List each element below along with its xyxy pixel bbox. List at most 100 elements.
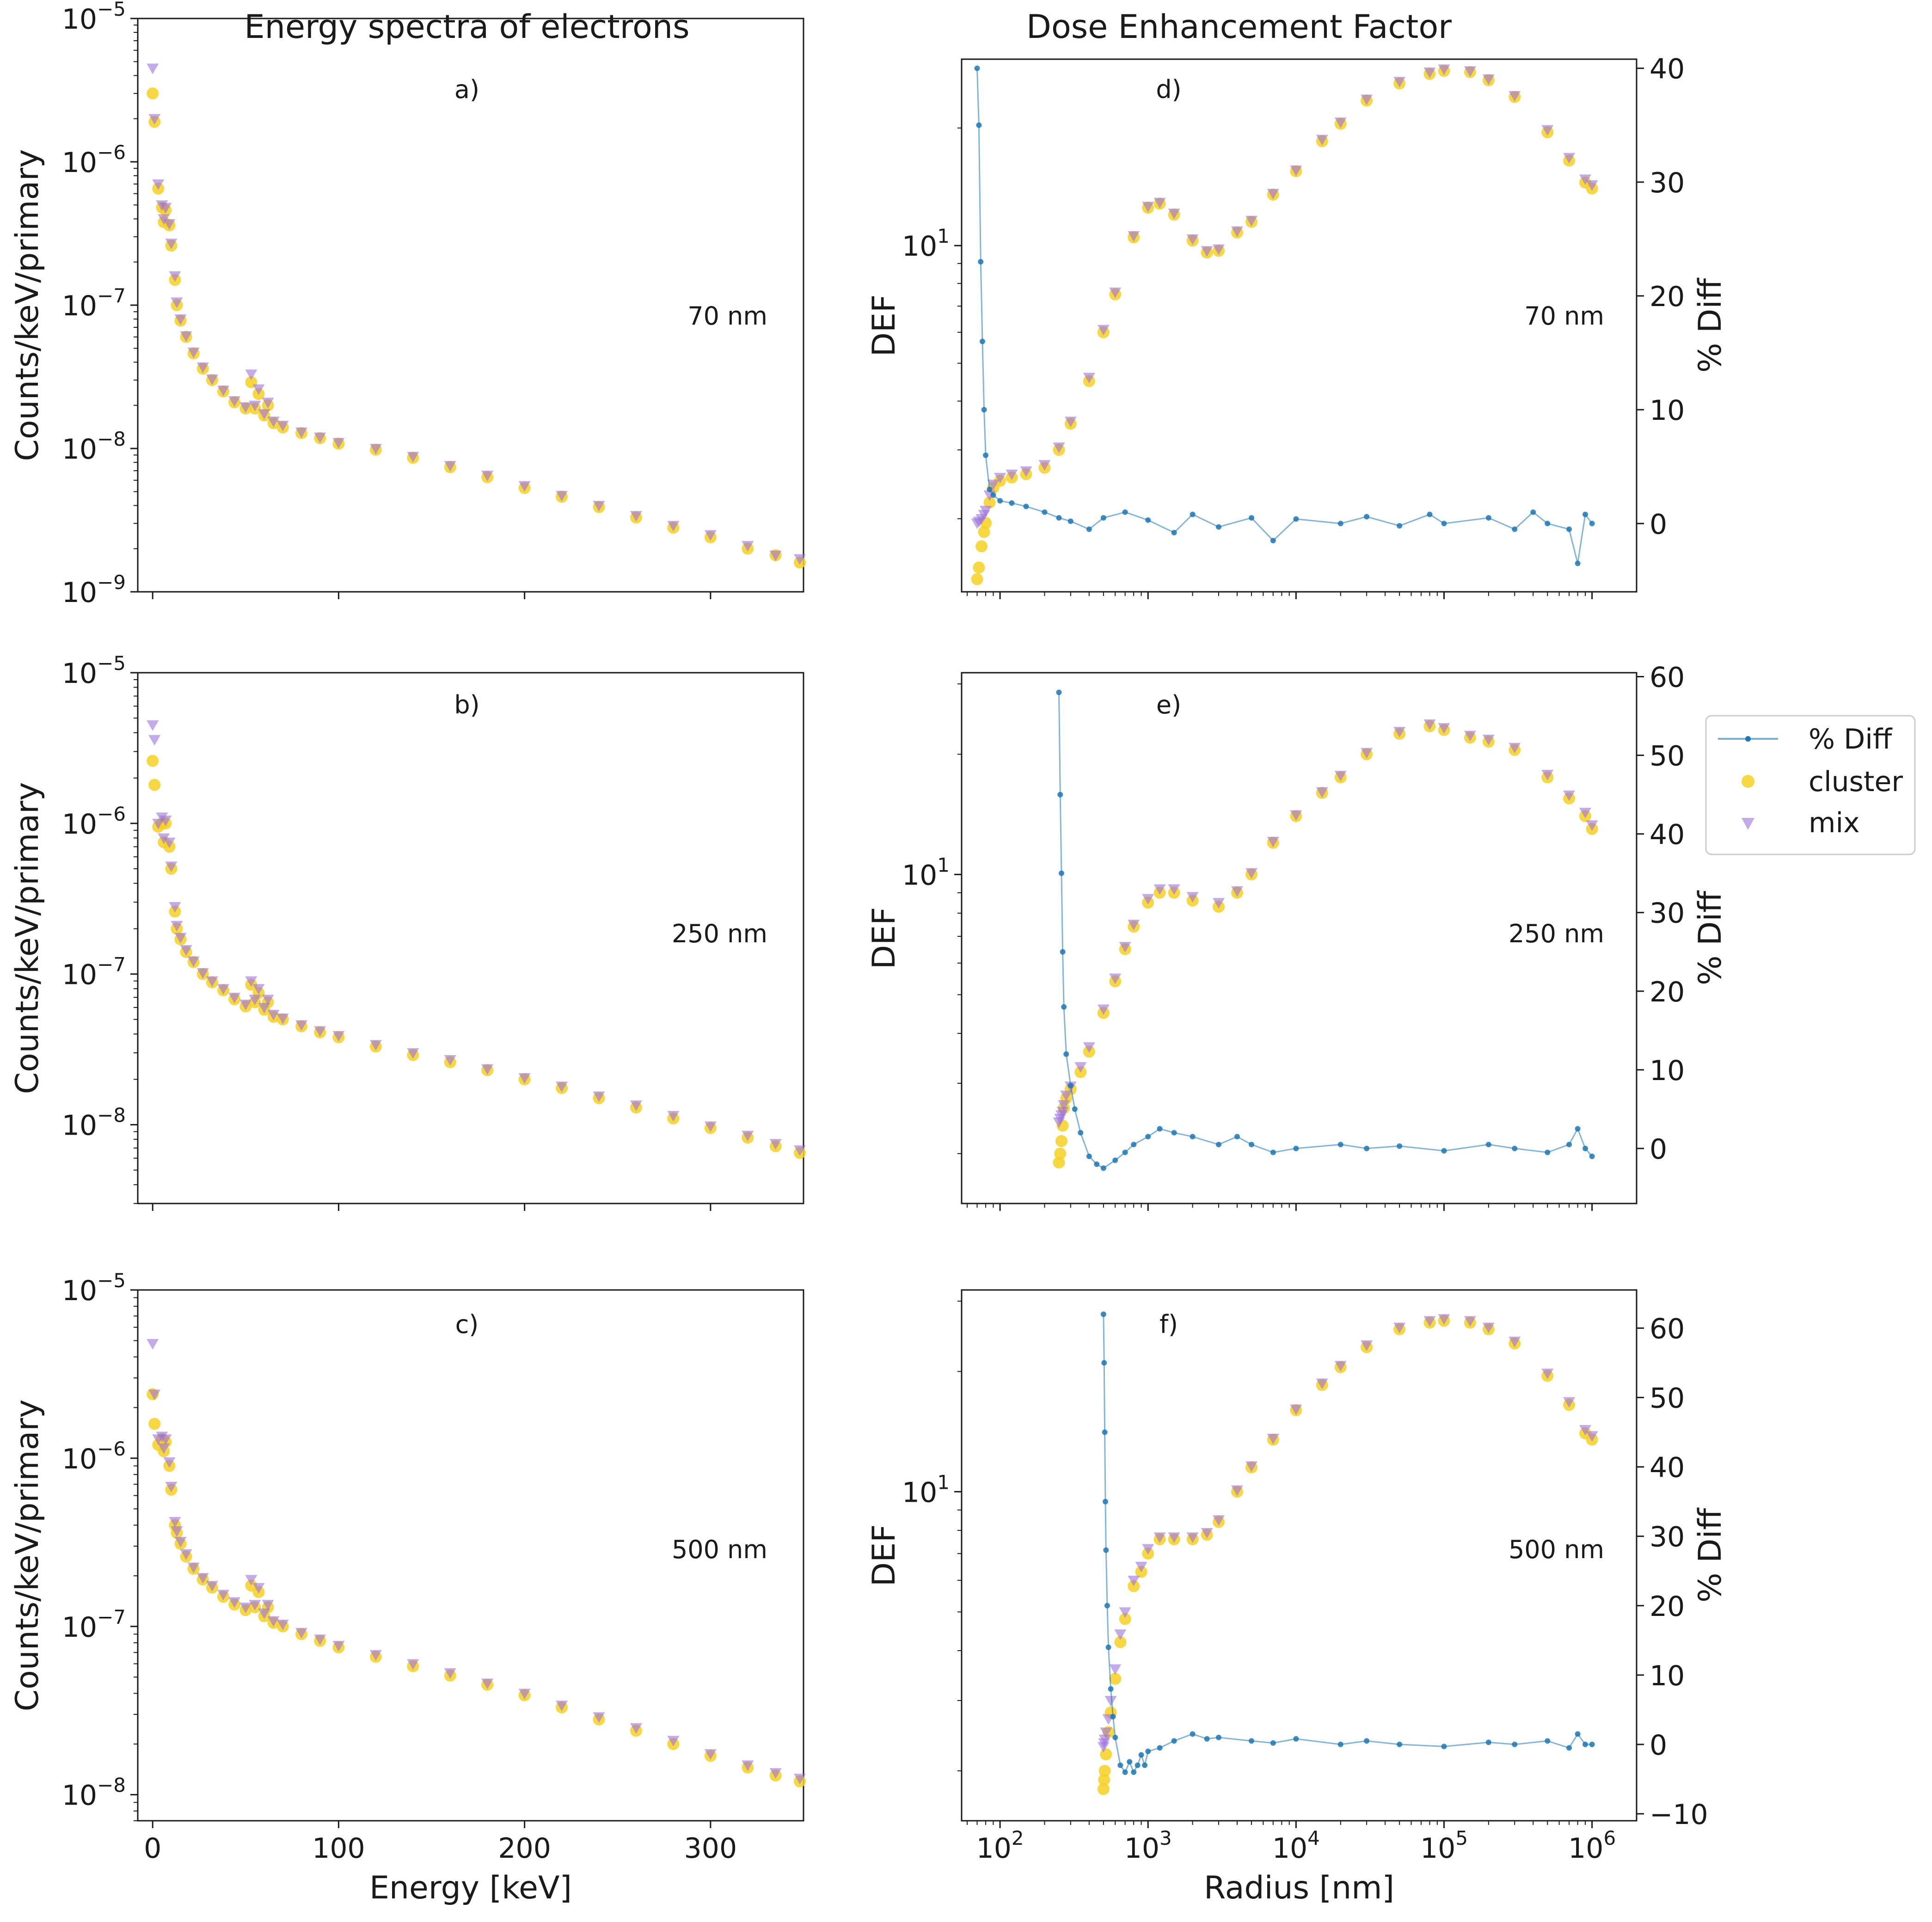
diff-point-e xyxy=(1086,1153,1092,1159)
mix-point-a xyxy=(187,347,200,358)
diff-point-f xyxy=(1103,1547,1109,1553)
diff-point-d xyxy=(1293,516,1299,522)
diff-point-d xyxy=(1086,526,1092,532)
legend: % Diff cluster mix xyxy=(1705,715,1916,855)
diff-point-e xyxy=(1067,1082,1073,1088)
mix-point-a xyxy=(769,550,782,561)
mix-point-a xyxy=(444,461,456,472)
mix-point-b xyxy=(180,945,192,956)
mix-point-a xyxy=(332,438,345,449)
y-axis-label-f: DEF xyxy=(866,1524,902,1586)
diff-point-d xyxy=(983,452,989,458)
diff-point-d xyxy=(1575,560,1581,566)
x-tick-label-c: 100 xyxy=(312,1832,365,1865)
cluster-point-f xyxy=(1114,1636,1127,1648)
mix-point-f xyxy=(1135,1561,1147,1572)
mix-point-f xyxy=(1423,1316,1436,1327)
legend-label-diff: % Diff xyxy=(1809,723,1893,755)
panel-letter-d: d) xyxy=(1156,75,1181,104)
mix-point-d xyxy=(994,473,1006,484)
mix-point-f xyxy=(1334,1361,1347,1372)
mix-point-f xyxy=(1231,1485,1243,1496)
mix-point-a xyxy=(295,427,307,438)
diff-point-d xyxy=(978,259,984,265)
mix-point-e xyxy=(1267,836,1279,847)
y2-tick-label-d: 0 xyxy=(1650,508,1667,540)
mix-point-c xyxy=(163,1457,176,1468)
mix-point-f xyxy=(1186,1532,1199,1543)
mix-point-f xyxy=(1464,1316,1476,1327)
diff-point-d xyxy=(1441,521,1447,527)
mix-point-b xyxy=(245,976,258,987)
diff-point-d xyxy=(974,65,980,71)
diff-point-e xyxy=(1078,1130,1084,1136)
diff-point-d xyxy=(1485,515,1491,521)
mix-point-e xyxy=(1563,790,1576,801)
mix-point-b xyxy=(148,735,161,746)
x-tick-label-c: 200 xyxy=(498,1832,551,1865)
mix-point-d xyxy=(1153,197,1166,209)
diff-point-d xyxy=(1215,524,1221,530)
mix-point-a xyxy=(252,384,265,395)
diff-point-e xyxy=(1112,1157,1118,1163)
cluster-point-e xyxy=(1054,1148,1067,1160)
mix-point-c xyxy=(262,1600,274,1611)
mix-point-a xyxy=(217,385,230,396)
mix-point-d xyxy=(1186,234,1199,245)
cluster-point-b xyxy=(147,755,159,767)
mix-point-a xyxy=(163,219,176,230)
cluster-point-d xyxy=(978,526,990,538)
y2-tick-label-d: 10 xyxy=(1650,394,1685,427)
diff-point-d xyxy=(1009,500,1015,506)
mix-point-e xyxy=(1056,1106,1069,1118)
mix-point-a xyxy=(593,501,605,512)
diff-point-e xyxy=(1575,1126,1581,1132)
mix-point-b xyxy=(187,956,200,967)
diff-point-f xyxy=(1293,1736,1299,1742)
cluster-point-f xyxy=(1097,1783,1110,1795)
mix-point-e xyxy=(1509,743,1521,754)
mix-point-e xyxy=(1186,892,1199,903)
mix-point-e xyxy=(1586,820,1598,831)
diff-point-f xyxy=(1270,1740,1276,1746)
cluster-point-d xyxy=(983,496,996,509)
diff-point-e xyxy=(1171,1130,1177,1136)
diff-point-f xyxy=(1122,1769,1128,1775)
mix-point-e xyxy=(1168,884,1180,895)
mix-point-d xyxy=(1267,189,1279,200)
mix-point-a xyxy=(518,481,531,492)
mix-point-c xyxy=(556,1701,568,1712)
cluster-point-b xyxy=(148,779,161,791)
diff-point-d xyxy=(1582,511,1588,517)
diff-point-f xyxy=(1575,1731,1581,1737)
mix-point-e xyxy=(1290,810,1302,821)
panel-letter-a: a) xyxy=(454,75,479,104)
mix-point-d xyxy=(1393,77,1406,88)
diff-point-d xyxy=(1512,526,1518,532)
mix-point-f xyxy=(1109,1664,1122,1675)
mix-point-c xyxy=(667,1736,680,1747)
mix-point-c xyxy=(444,1668,456,1679)
mix-point-c xyxy=(228,1597,241,1608)
mix-point-f xyxy=(1168,1532,1180,1543)
legend-cluster-circle-icon xyxy=(1742,775,1754,788)
mix-point-f xyxy=(1128,1575,1140,1586)
mix-point-d xyxy=(1482,74,1495,85)
legend-frame xyxy=(1705,715,1916,855)
mix-point-d xyxy=(1541,125,1554,136)
diff-point-f xyxy=(1485,1739,1491,1745)
diff-point-d xyxy=(1364,514,1370,520)
diff-point-e xyxy=(1122,1149,1128,1155)
mix-point-a xyxy=(369,444,382,454)
cluster-point-c xyxy=(148,1418,161,1430)
diff-point-e xyxy=(1058,870,1064,876)
mix-point-c xyxy=(258,1608,270,1619)
cluster-point-f xyxy=(1119,1613,1131,1625)
mix-point-a xyxy=(267,416,280,427)
mix-point-e xyxy=(1097,1004,1110,1015)
diff-point-d xyxy=(1530,509,1536,515)
mix-point-e xyxy=(1142,894,1154,905)
mix-point-e xyxy=(1361,748,1373,759)
mix-point-d xyxy=(1245,215,1258,227)
diff-point-e xyxy=(1145,1134,1151,1140)
